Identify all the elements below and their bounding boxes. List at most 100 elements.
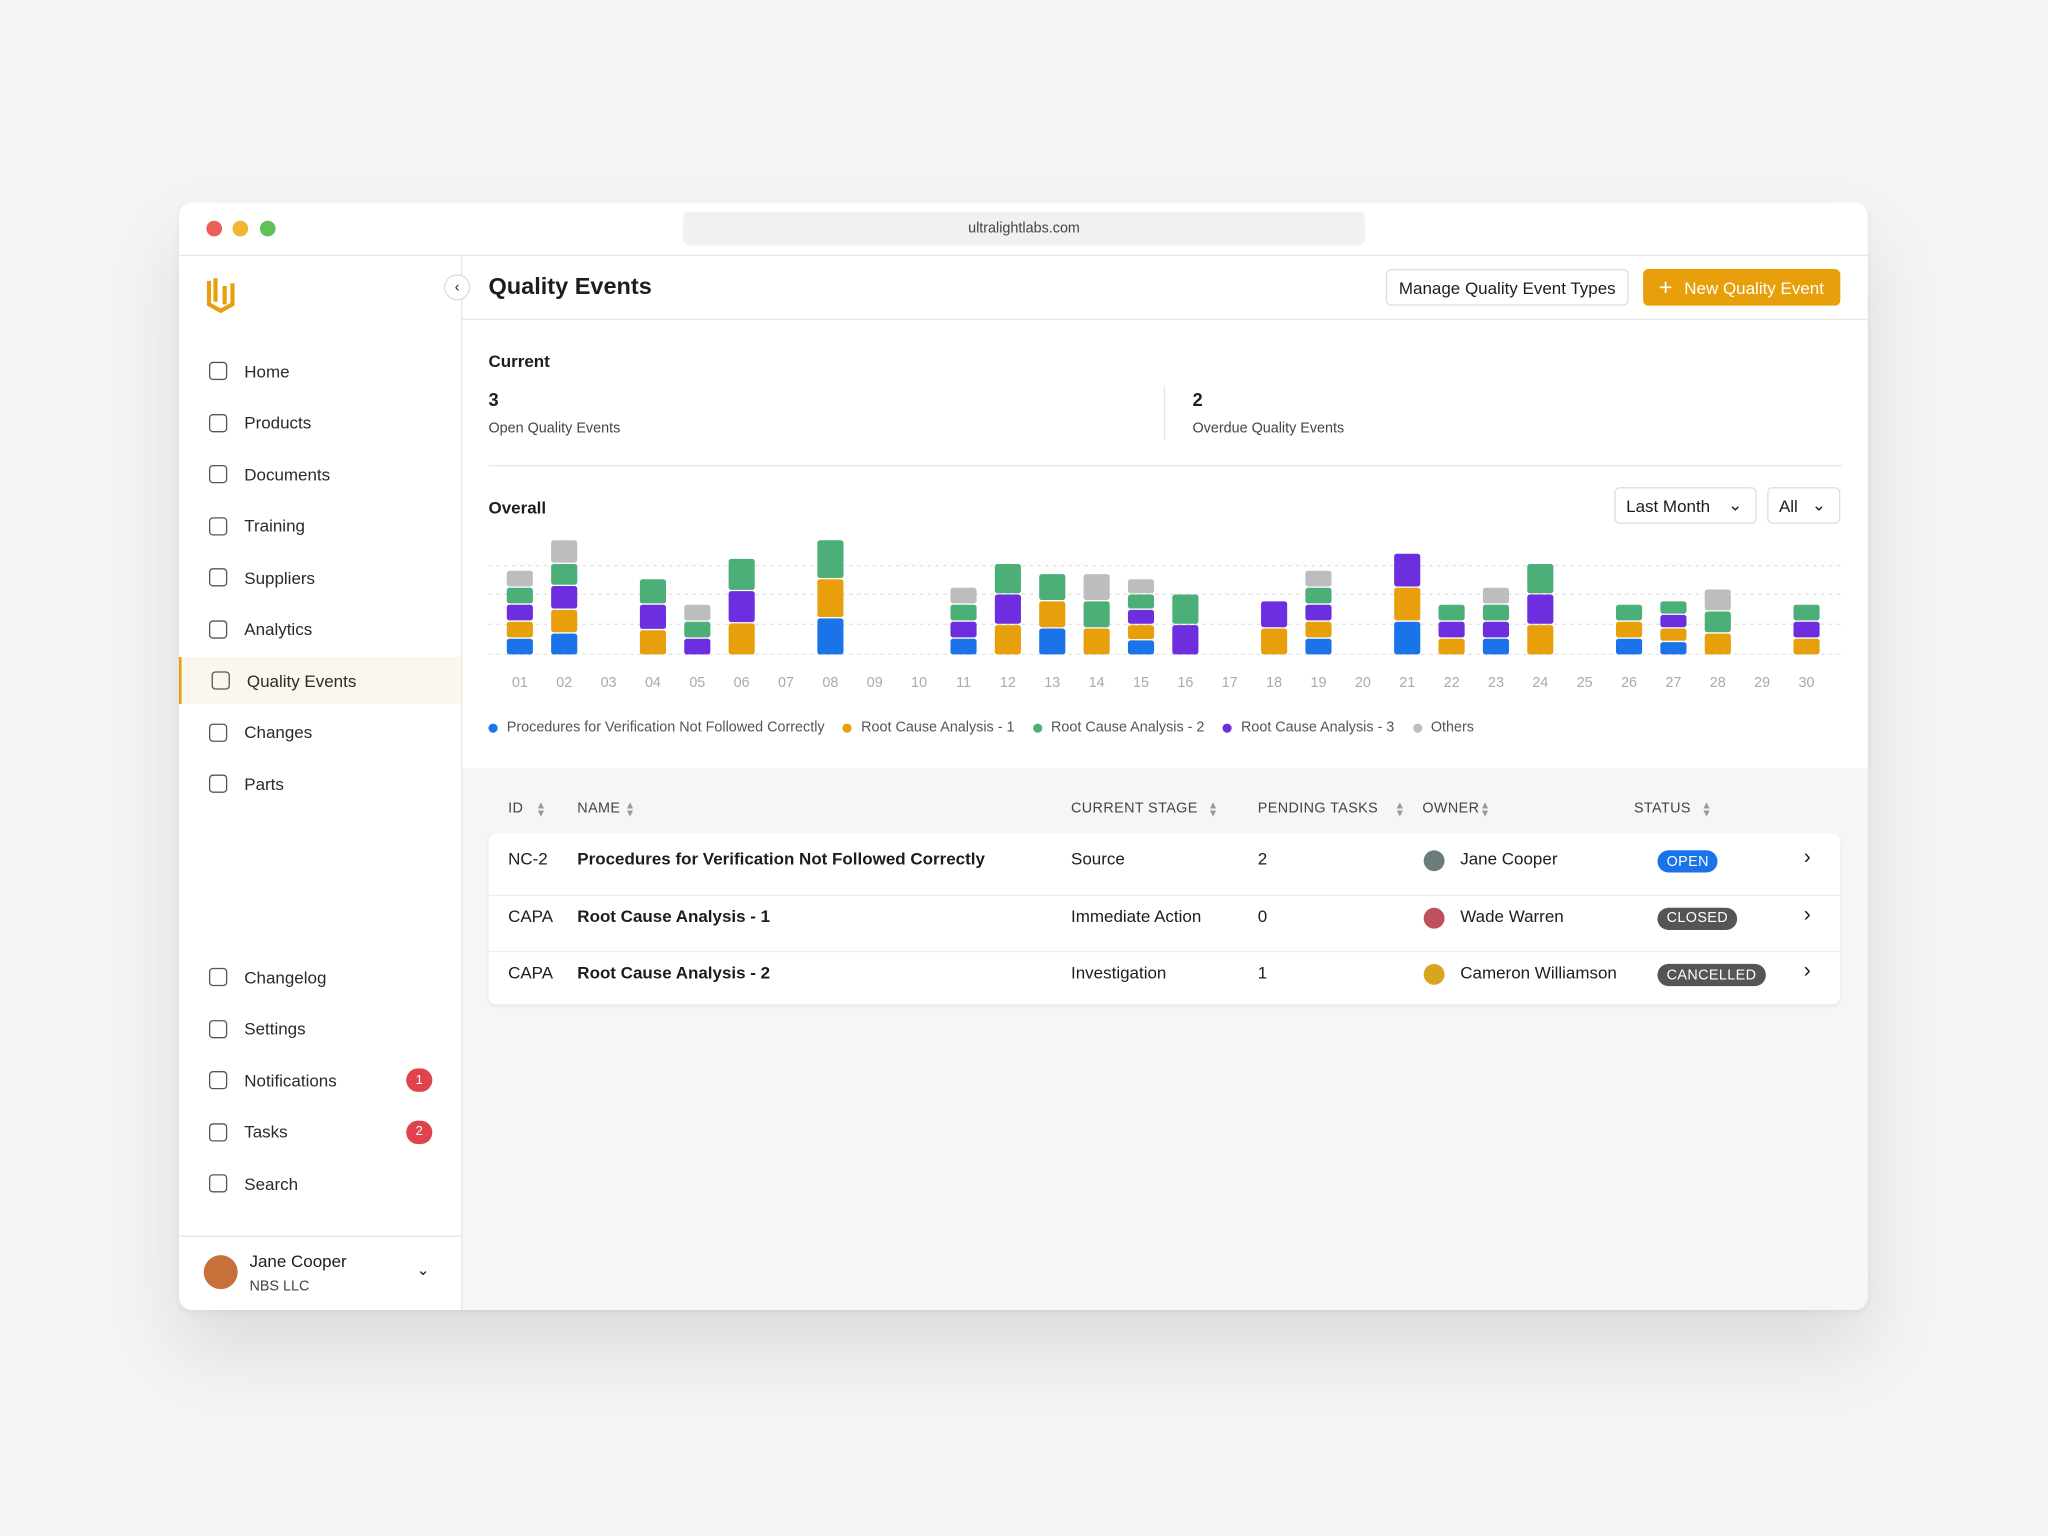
bar-segment — [1482, 621, 1510, 638]
x-tick-label: 17 — [1222, 675, 1238, 691]
nav-label: Search — [244, 1173, 299, 1194]
bar-segment — [1438, 604, 1465, 621]
x-tick-label: 23 — [1488, 675, 1504, 691]
bar-segment — [1039, 628, 1066, 655]
nav-label: Documents — [244, 464, 331, 484]
cell-owner: Wade Warren — [1460, 905, 1564, 926]
legend-label: Root Cause Analysis - 2 — [1051, 719, 1205, 736]
minimize-button[interactable] — [232, 220, 249, 237]
maximize-button[interactable] — [259, 220, 276, 237]
bar-segment — [1527, 563, 1554, 594]
row-chevron[interactable]: › — [1803, 959, 1811, 983]
stat-value: 2 — [1192, 389, 1203, 411]
bar-segment — [1261, 601, 1288, 628]
nav-item[interactable]: Suppliers — [179, 554, 461, 601]
legend-swatch — [1412, 722, 1422, 733]
bar-segment — [817, 618, 844, 655]
bar-segment — [817, 540, 844, 578]
row-chevron[interactable]: › — [1803, 846, 1811, 869]
column-header[interactable]: OWNER — [1422, 800, 1480, 817]
x-tick-label: 09 — [867, 675, 883, 691]
bar-segment — [551, 633, 578, 655]
stat-label: Overdue Quality Events — [1192, 420, 1345, 437]
nav-item[interactable]: Search — [179, 1160, 461, 1207]
bar-segment — [950, 604, 977, 621]
nav-item[interactable]: Parts — [179, 760, 461, 807]
bar-segment — [684, 621, 711, 638]
column-header[interactable]: CURRENT STAGE — [1071, 800, 1198, 817]
period-filter[interactable]: Last Month ⌄ — [1614, 487, 1757, 524]
bar-segment — [1305, 621, 1332, 638]
legend-label: Root Cause Analysis - 3 — [1240, 719, 1395, 736]
type-filter[interactable]: All ⌄ — [1767, 487, 1841, 524]
bar-segment — [551, 563, 578, 585]
collapse-button[interactable]: ‹ — [444, 274, 471, 301]
legend-label: Procedures for Verification Not Followed… — [506, 719, 825, 736]
cell-pending: 0 — [1257, 905, 1268, 926]
grid — [488, 564, 1842, 656]
bar-segment — [1660, 642, 1687, 655]
nav-item[interactable]: Settings — [179, 1005, 461, 1052]
nav-item[interactable]: Products — [179, 399, 461, 446]
bar-segment — [1615, 638, 1643, 655]
bar-segment — [728, 558, 755, 590]
column-header[interactable]: ID — [508, 800, 524, 817]
bar-segment — [728, 591, 755, 623]
bar-segment — [1482, 604, 1510, 621]
nav-icon — [208, 774, 228, 793]
row-divider — [488, 894, 1841, 896]
column-header[interactable]: PENDING TASKS — [1257, 800, 1379, 817]
bar-segment — [1172, 594, 1199, 624]
x-tick-label: 26 — [1621, 675, 1637, 691]
nav-item[interactable]: Notifications 1 — [179, 1057, 461, 1104]
owner-avatar — [1423, 907, 1445, 928]
cell-name: Procedures for Verification Not Followed… — [577, 848, 985, 869]
bar-segment — [1127, 609, 1155, 624]
x-tick-label: 16 — [1177, 675, 1193, 691]
status-pill: CLOSED — [1657, 907, 1738, 930]
x-tick-label: 29 — [1754, 675, 1770, 691]
x-tick-label: 05 — [689, 675, 705, 691]
nav-icon — [211, 671, 230, 690]
nav-item[interactable]: Tasks 2 — [179, 1108, 461, 1155]
nav-label: Notifications — [244, 1070, 337, 1090]
x-tick-label: 03 — [601, 675, 617, 691]
manage-types-button[interactable]: Manage Quality Event Types — [1385, 269, 1629, 306]
header-divider — [462, 318, 1868, 320]
close-button[interactable] — [206, 220, 223, 237]
user-menu[interactable]: ⌄ — [416, 1260, 430, 1279]
row-divider — [488, 950, 1841, 953]
chart: 01 02 03 04 05 06 07 08 09 10 11 12 13 14 15 16 17 18 19 20… — [488, 540, 1842, 691]
nav-item[interactable]: Analytics — [179, 605, 461, 652]
nav-item[interactable]: Training — [179, 502, 461, 549]
column-header[interactable]: NAME — [577, 800, 621, 817]
bar-segment — [950, 587, 977, 604]
nav-label: Tasks — [244, 1121, 288, 1142]
nav-item[interactable]: Home — [179, 347, 461, 394]
bar-segment — [506, 587, 533, 604]
user-name: Jane Cooper — [249, 1251, 347, 1271]
bar-segment — [639, 579, 667, 604]
nav-item[interactable]: Changes — [179, 709, 461, 756]
stat-value: 3 — [488, 389, 499, 411]
bar-segment — [994, 625, 1021, 655]
bar-segment — [684, 604, 711, 621]
badge: 1 — [406, 1068, 433, 1092]
sort-icon: ▲ ▼ — [535, 799, 547, 819]
address-bar[interactable]: ultralightlabs.com — [683, 211, 1365, 246]
row-chevron[interactable]: › — [1803, 903, 1811, 926]
legend: Procedures for Verification Not Followed… — [488, 719, 1474, 736]
nav-item[interactable]: Quality Events — [178, 656, 462, 704]
nav-item[interactable]: Documents — [179, 451, 461, 498]
x-tick-label: 25 — [1577, 675, 1593, 691]
table-card — [488, 833, 1841, 1005]
nav-item[interactable]: Changelog — [179, 953, 461, 1000]
new-event-button[interactable]: + New Quality Event — [1643, 269, 1841, 306]
bar-segment — [1704, 589, 1731, 611]
nav-label: Analytics — [244, 619, 313, 639]
column-header[interactable]: STATUS — [1633, 800, 1691, 817]
legend-item: Procedures for Verification Not Followed… — [488, 719, 825, 736]
bar-segment — [1127, 625, 1155, 640]
nav-icon — [208, 1071, 228, 1090]
